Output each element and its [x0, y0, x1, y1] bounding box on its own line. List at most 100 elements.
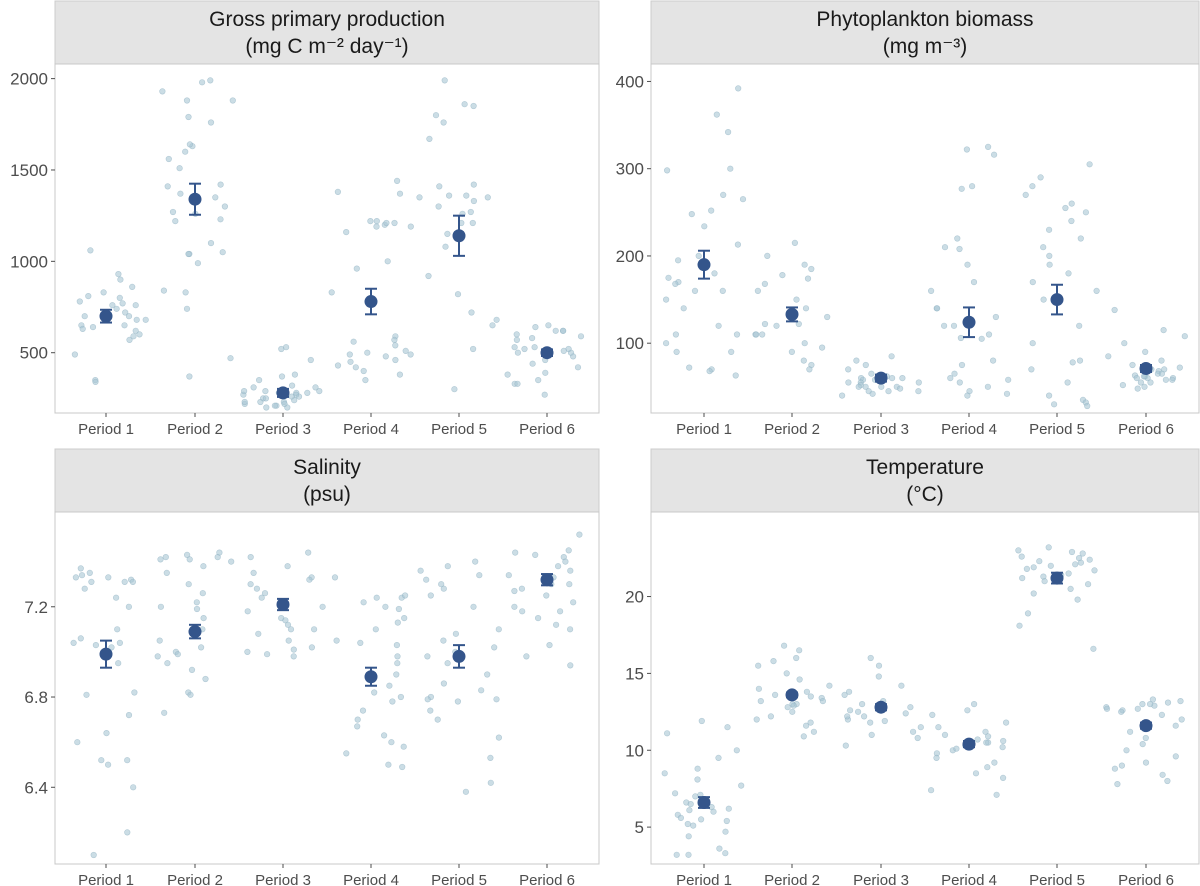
raw-data-point [909, 728, 917, 735]
raw-data-point [407, 351, 414, 358]
raw-data-point [1022, 191, 1029, 198]
raw-data-point [1045, 544, 1052, 551]
raw-data-point [677, 814, 685, 822]
raw-data-point [247, 553, 254, 561]
raw-data-point [116, 639, 123, 647]
raw-data-point [801, 340, 808, 347]
raw-data-point [397, 693, 405, 701]
raw-data-point [513, 331, 520, 338]
mean-point [785, 307, 799, 321]
raw-data-point [1029, 340, 1036, 347]
panel-subtitle: (°C) [906, 483, 944, 506]
x-tick-label: Period 1 [676, 421, 732, 438]
raw-data-point [440, 585, 447, 592]
raw-data-point [373, 218, 380, 225]
raw-data-point [199, 590, 206, 597]
raw-data-point [219, 249, 226, 256]
raw-data-point [706, 368, 713, 375]
raw-data-point [136, 331, 143, 338]
x-tick-label: Period 6 [519, 421, 575, 438]
raw-data-point [1142, 348, 1149, 356]
raw-data-point [352, 364, 359, 371]
raw-data-point [282, 617, 289, 624]
raw-data-point [504, 371, 511, 378]
y-tick-label: 6.4 [24, 778, 48, 797]
raw-data-point [767, 713, 775, 720]
raw-data-point [824, 313, 831, 321]
raw-data-point [113, 305, 120, 312]
raw-data-point [723, 817, 730, 825]
mean-point [785, 688, 799, 702]
raw-data-point [719, 287, 726, 295]
raw-data-point [438, 581, 445, 588]
raw-data-point [1065, 270, 1072, 277]
raw-data-point [250, 384, 257, 391]
raw-data-point [855, 383, 862, 390]
raw-data-point [523, 653, 530, 660]
raw-data-point [754, 287, 762, 295]
raw-data-point [283, 344, 290, 351]
raw-data-point [132, 327, 139, 334]
raw-data-point [125, 603, 132, 610]
raw-data-point [722, 850, 729, 857]
raw-data-point [1119, 382, 1126, 389]
raw-data-point [452, 630, 460, 637]
raw-data-point [902, 710, 909, 717]
raw-data-point [124, 757, 131, 764]
raw-data-point [761, 280, 769, 288]
y-tick-label: 5 [635, 818, 644, 837]
raw-data-point [360, 367, 367, 375]
raw-data-point [194, 260, 201, 267]
raw-data-point [808, 265, 815, 273]
raw-data-point [470, 102, 477, 110]
raw-data-point [125, 711, 133, 719]
raw-data-point [212, 194, 219, 201]
raw-data-point [1077, 559, 1084, 566]
raw-data-point [662, 296, 670, 303]
raw-data-point [1129, 361, 1136, 369]
raw-data-point [401, 614, 408, 622]
raw-data-point [868, 370, 875, 377]
raw-data-point [819, 697, 827, 705]
raw-data-point [1142, 759, 1150, 766]
raw-data-point [444, 563, 451, 570]
raw-data-point [672, 280, 679, 288]
raw-data-point [440, 637, 447, 644]
raw-data-point [956, 379, 963, 386]
raw-data-point [454, 291, 462, 298]
raw-data-point [425, 272, 432, 280]
raw-data-point [577, 333, 585, 340]
raw-data-point [694, 776, 701, 783]
raw-data-point [130, 333, 137, 340]
mean-point [697, 258, 711, 272]
raw-data-point [402, 592, 409, 599]
raw-data-point [343, 229, 350, 236]
raw-data-point [308, 644, 316, 651]
mean-point [1050, 293, 1064, 307]
panel-title: Salinity [293, 456, 361, 479]
raw-data-point [800, 733, 807, 740]
raw-data-point [359, 707, 367, 714]
raw-data-point [186, 556, 193, 563]
raw-data-point [357, 639, 364, 647]
raw-data-point [1002, 719, 1010, 726]
raw-data-point [394, 619, 401, 626]
raw-data-point [807, 719, 814, 726]
raw-data-point [841, 691, 848, 699]
raw-data-point [1139, 700, 1146, 708]
raw-data-point [672, 331, 680, 338]
raw-data-point [478, 687, 485, 694]
raw-data-point [545, 322, 552, 329]
raw-data-point [716, 845, 723, 852]
x-tick-label: Period 1 [676, 872, 732, 886]
raw-data-point [255, 630, 262, 637]
raw-data-point [393, 671, 400, 678]
raw-data-point [941, 731, 949, 739]
raw-data-point [663, 167, 671, 174]
raw-data-point [350, 338, 357, 345]
raw-data-point [1068, 217, 1075, 225]
raw-data-point [950, 322, 958, 329]
raw-data-point [1045, 226, 1053, 233]
raw-data-point [157, 556, 164, 563]
raw-data-point [244, 608, 251, 615]
